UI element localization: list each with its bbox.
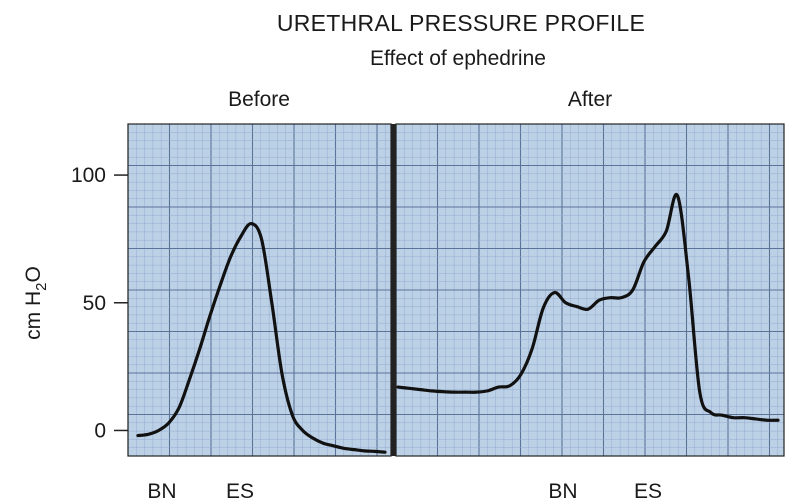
- pressure-curve-after: [396, 192, 780, 422]
- panel-divider: [391, 124, 396, 456]
- chart-title: URETHRAL PRESSURE PROFILE: [276, 10, 646, 36]
- y-axis-label: cm H2O: [22, 266, 50, 340]
- panel-label-after: After: [567, 88, 613, 111]
- marker-label-bn: BN: [147, 480, 176, 503]
- y-tick-label: 0: [94, 419, 106, 442]
- y-tick-label: 50: [83, 292, 106, 315]
- chart-subtitle: Effect of ephedrine: [370, 47, 546, 70]
- panel-label-before: Before: [228, 88, 290, 111]
- pressure-curve-before: [136, 222, 387, 454]
- marker-label-es: ES: [226, 480, 254, 503]
- marker-label-es: ES: [634, 480, 662, 503]
- y-tick-label: 100: [71, 164, 106, 187]
- marker-label-bn: BN: [548, 480, 577, 503]
